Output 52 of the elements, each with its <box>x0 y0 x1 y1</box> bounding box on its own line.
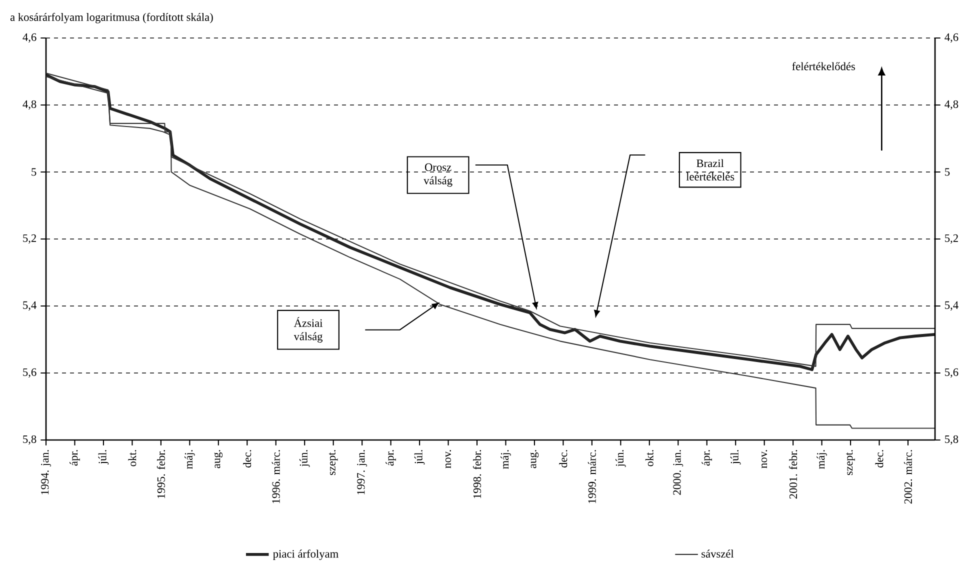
x-tick-label: 1999. márc. <box>588 450 596 504</box>
annotation: felértékelődés <box>792 62 855 70</box>
chart-title: a kosárárfolyam logaritmusa (fordított skála) <box>10 12 213 24</box>
x-tick-label: máj. <box>816 450 827 469</box>
x-tick-label: nov. <box>762 450 768 468</box>
x-tick-label: okt. <box>128 450 136 466</box>
x-tick-label: 1995. febr. <box>156 450 166 498</box>
legend-label: sávszél <box>702 550 734 558</box>
y2-tick-label: 4,8 <box>944 100 958 110</box>
x-tick-label: dec. <box>559 450 568 468</box>
x-tick-label: 2001. febr. <box>788 450 798 499</box>
x-tick-label: dec. <box>875 450 884 468</box>
x-tick-label: aug. <box>214 450 223 468</box>
x-tick-label: ápr. <box>70 450 80 466</box>
x-tick-label: 1994. jan. <box>41 450 51 494</box>
x-tick-label: 2000. jan. <box>673 450 684 495</box>
y2-tick-label: 5,2 <box>945 234 958 244</box>
x-tick-label: máj. <box>184 450 195 469</box>
x-tick-label: 2002. márc. <box>904 450 912 504</box>
y-tick-label: 5,4 <box>23 301 36 311</box>
y-tick-label: 5 <box>32 168 36 176</box>
x-tick-label: nov. <box>446 450 452 468</box>
y-tick-label: 4,8 <box>22 100 36 110</box>
x-tick-label: 1996. márc. <box>272 450 280 504</box>
x-tick-label: máj. <box>500 450 511 469</box>
x-tick-label: júl. <box>414 450 425 464</box>
y2-tick-label: 5,8 <box>945 435 958 445</box>
x-tick-label: jún. <box>616 450 626 468</box>
x-tick-label: júl. <box>730 450 741 464</box>
y-tick-label: 4,6 <box>22 33 36 43</box>
x-tick-label: szept. <box>328 450 338 476</box>
annotation: Brazil leértékelés <box>686 159 734 180</box>
y2-tick-label: 5 <box>945 168 950 176</box>
y-tick-label: 5,8 <box>23 435 36 445</box>
x-tick-label: 1998. febr. <box>472 450 482 498</box>
y2-tick-label: 4,6 <box>944 33 958 43</box>
x-tick-label: dec. <box>243 450 252 468</box>
x-tick-label: 1997. jan. <box>357 450 368 494</box>
y2-tick-label: 5,4 <box>945 301 958 311</box>
y-tick-label: 5,2 <box>23 234 36 244</box>
x-tick-label: ápr. <box>386 450 396 466</box>
x-tick-label: okt. <box>645 450 654 466</box>
x-tick-label: aug. <box>530 450 539 468</box>
x-tick-label: júl. <box>98 450 109 464</box>
annotation: Orosz válság <box>424 163 452 187</box>
x-tick-label: jún. <box>299 450 310 468</box>
y-tick-label: 5,6 <box>23 368 36 378</box>
y2-tick-label: 5,6 <box>945 368 958 378</box>
legend-label: piaci árfolyam <box>273 550 338 560</box>
x-tick-label: ápr. <box>702 450 712 466</box>
annotation: Ázsiai válság <box>294 317 323 343</box>
x-tick-label: szept. <box>846 450 855 476</box>
